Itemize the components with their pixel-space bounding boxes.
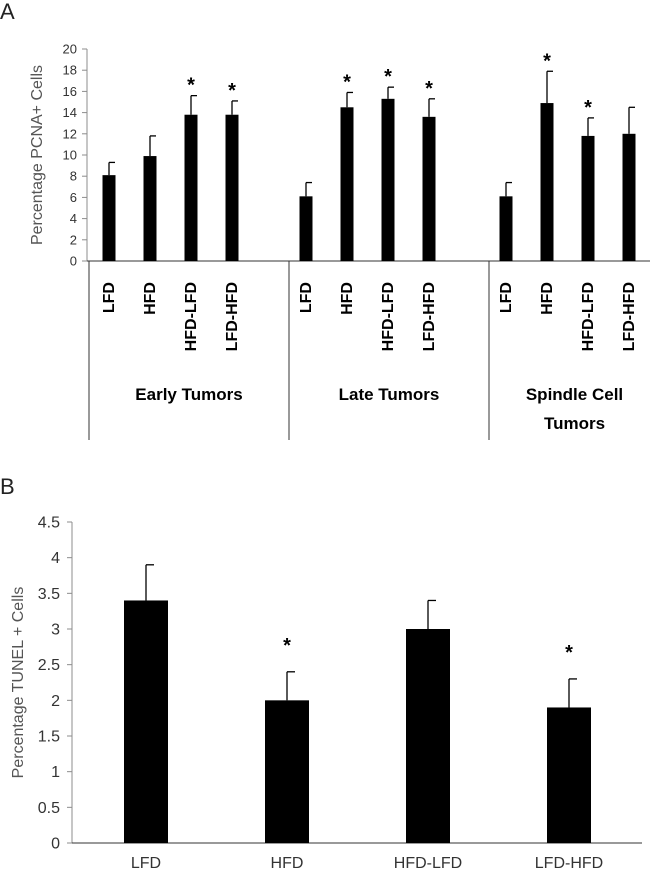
- x-category-label: LFD: [131, 855, 161, 872]
- significance-star: *: [343, 71, 351, 93]
- x-category-label: HFD-LFD: [394, 855, 462, 872]
- x-category-label: HFD-LFD: [183, 282, 200, 351]
- x-category-label: LFD-HFD: [621, 282, 638, 351]
- bar: [102, 175, 116, 261]
- y-tick-label: 10: [63, 148, 77, 163]
- y-tick-label: 0: [51, 836, 60, 853]
- x-category-label: HFD: [539, 282, 556, 315]
- y-tick-label: 14: [63, 105, 77, 120]
- panel-b-chart: B 0 0.5 1 1.5 2 2.5 3 3.5 4 4.5 Percentage TUNEL + …: [0, 474, 642, 872]
- x-category-label: LFD-HFD: [224, 282, 241, 351]
- group-label: Tumors: [544, 414, 605, 433]
- significance-star: *: [384, 66, 392, 88]
- y-tick-label: 0: [70, 254, 77, 269]
- y-tick-label: 3.5: [38, 586, 60, 603]
- x-category-label: LFD-HFD: [535, 855, 603, 872]
- bar: [381, 98, 395, 261]
- bar: [581, 135, 595, 261]
- bar: [547, 707, 591, 843]
- significance-star: *: [543, 50, 551, 72]
- bar: [225, 114, 239, 261]
- bar: [265, 700, 309, 843]
- y-tick-label: 4.5: [38, 515, 60, 532]
- y-tick-label: 1: [51, 764, 60, 781]
- panel-label: A: [0, 0, 15, 24]
- y-tick-label: 6: [70, 190, 77, 205]
- group-label: Late Tumors: [339, 385, 440, 404]
- y-tick-label: 1.5: [38, 729, 60, 746]
- x-category-label: HFD: [271, 855, 304, 872]
- panel-a-chart: A 0 2 4 6 8 10 12 14 16 18 20 Percentage PCNA+ Cells…: [0, 0, 650, 440]
- y-tick-label: 4: [51, 550, 60, 567]
- x-category-label: HFD: [142, 282, 159, 315]
- bar: [340, 107, 354, 261]
- y-tick-label: 3: [51, 622, 60, 639]
- x-category-label: LFD-HFD: [421, 282, 438, 351]
- y-tick-label: 2.5: [38, 657, 60, 674]
- y-axis-label: Percentage PCNA+ Cells: [29, 65, 46, 245]
- significance-star: *: [584, 97, 592, 119]
- significance-star: *: [187, 75, 195, 97]
- y-axis-label: Percentage TUNEL + Cells: [10, 587, 27, 779]
- significance-star: *: [425, 78, 433, 100]
- y-tick-label: 8: [70, 169, 77, 184]
- group-label: Spindle Cell: [526, 385, 623, 404]
- y-tick-label: 16: [63, 84, 77, 99]
- bar: [406, 629, 450, 843]
- x-category-label: LFD: [101, 282, 118, 313]
- significance-star: *: [283, 635, 291, 657]
- y-tick-label: 2: [51, 693, 60, 710]
- y-tick-label: 0.5: [38, 800, 60, 817]
- y-tick-label: 4: [70, 211, 77, 226]
- bar: [540, 103, 554, 261]
- bar: [499, 196, 513, 261]
- x-category-label: LFD: [498, 282, 515, 313]
- y-tick-label: 2: [70, 232, 77, 247]
- x-category-label: HFD-LFD: [380, 282, 397, 351]
- y-tick-label: 18: [63, 63, 77, 78]
- bar: [422, 116, 436, 261]
- y-tick-label: 12: [63, 126, 77, 141]
- bar: [124, 600, 168, 843]
- bar: [299, 196, 313, 261]
- significance-star: *: [228, 80, 236, 102]
- significance-star: *: [565, 642, 573, 664]
- panel-label: B: [0, 474, 15, 499]
- bar: [622, 133, 636, 261]
- bar: [184, 114, 198, 261]
- group-label: Early Tumors: [135, 385, 242, 404]
- x-category-label: HFD: [339, 282, 356, 315]
- y-tick-label: 20: [63, 42, 77, 57]
- x-category-label: HFD-LFD: [580, 282, 597, 351]
- x-category-label: LFD: [298, 282, 315, 313]
- bar: [143, 156, 157, 261]
